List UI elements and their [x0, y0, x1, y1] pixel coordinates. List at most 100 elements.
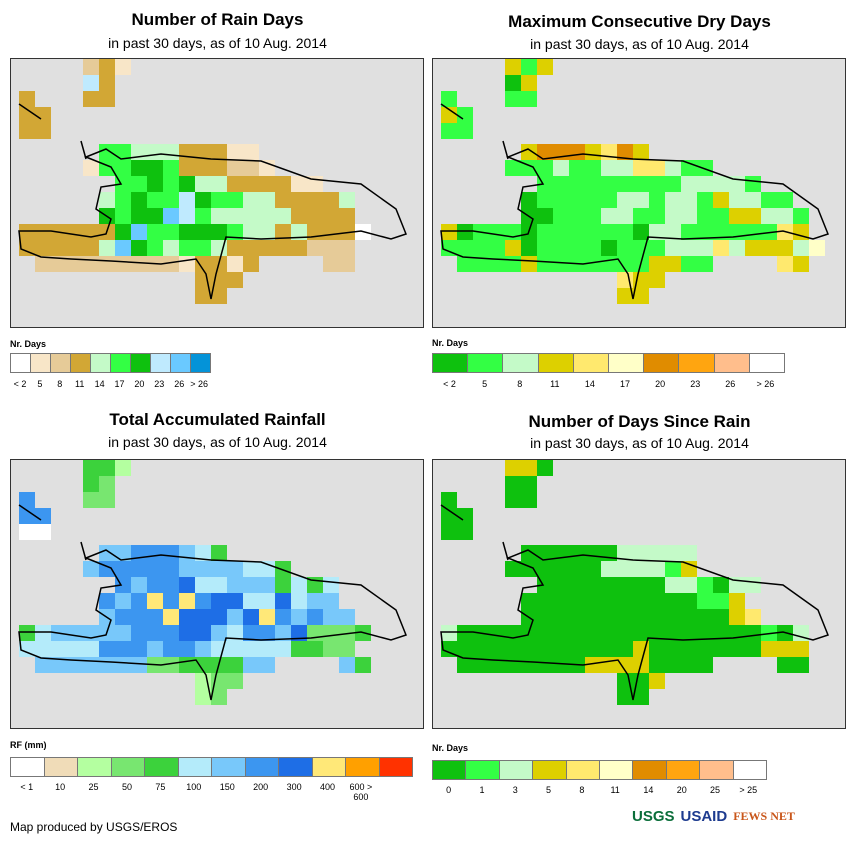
- legend-label: 8: [579, 785, 585, 795]
- grid-cell: [617, 689, 633, 705]
- grid-cell: [99, 144, 115, 160]
- map-title: Maximum Consecutive Dry Days: [508, 12, 771, 31]
- grid-cell: [521, 476, 537, 492]
- legend-bar: [432, 353, 785, 373]
- grid-cell: [537, 160, 553, 176]
- legend-label: 3: [512, 785, 518, 795]
- legend-swatch: [151, 354, 171, 372]
- grid-cell: [489, 641, 505, 657]
- grid-cell: [473, 657, 489, 673]
- usaid-logo: USAID: [680, 808, 728, 825]
- grid-cell: [211, 625, 227, 641]
- grid-cell: [457, 224, 473, 240]
- grid-cell: [649, 224, 665, 240]
- legend-title: Nr. Days: [432, 743, 469, 753]
- grid-cell: [227, 593, 243, 609]
- grid-cell: [227, 609, 243, 625]
- legend-swatch: [78, 758, 112, 776]
- grid-cell: [521, 492, 537, 508]
- legend-label: 14: [94, 379, 105, 389]
- grid-cell: [713, 641, 729, 657]
- legend-label: 1: [479, 785, 485, 795]
- grid-cell: [793, 256, 809, 272]
- legend-labels: < 1 10 25 50 75 100 150 200 300 400 600 > 600: [10, 782, 411, 802]
- grid-cell: [553, 609, 569, 625]
- grid-cell: [83, 59, 99, 75]
- grid-cell: [339, 192, 355, 208]
- legend-label: 17: [620, 379, 631, 389]
- legend-label: 5: [482, 379, 488, 389]
- grid-cell: [179, 176, 195, 192]
- grid-cell: [195, 176, 211, 192]
- grid-cell: [537, 593, 553, 609]
- grid-cell: [585, 208, 601, 224]
- legend-swatch: [468, 354, 504, 372]
- grid-cell: [259, 641, 275, 657]
- grid-cell: [291, 593, 307, 609]
- grid-cell: [681, 208, 697, 224]
- grid-cell: [665, 192, 681, 208]
- grid-cell: [617, 176, 633, 192]
- grid-cell: [179, 192, 195, 208]
- map-frame: [432, 58, 846, 328]
- grid-cell: [243, 224, 259, 240]
- legend-swatch: [433, 761, 467, 779]
- legend-swatch: [466, 761, 500, 779]
- grid-cell: [585, 657, 601, 673]
- grid-cell: [195, 657, 211, 673]
- grid-cell: [99, 91, 115, 107]
- legend-swatch: [71, 354, 91, 372]
- legend-label: 26: [725, 379, 736, 389]
- grid-cell: [259, 657, 275, 673]
- grid-cell: [227, 208, 243, 224]
- grid-cell: [601, 625, 617, 641]
- grid-cell: [553, 192, 569, 208]
- legend-swatch: [44, 758, 78, 776]
- grid-cell: [19, 641, 35, 657]
- legend-swatch: [573, 354, 610, 372]
- grid-cell: [537, 208, 553, 224]
- grid-cell: [195, 224, 211, 240]
- grid-cell: [275, 240, 291, 256]
- legend-bar: [10, 757, 413, 777]
- grid-cell: [553, 625, 569, 641]
- grid-cell: [633, 224, 649, 240]
- legend-label: 100: [186, 782, 202, 792]
- grid-cell: [259, 224, 275, 240]
- grid-cell: [243, 240, 259, 256]
- grid-cell: [339, 657, 355, 673]
- grid-cell: [585, 593, 601, 609]
- grid-cell: [697, 625, 713, 641]
- grid-cell: [211, 641, 227, 657]
- grid-cell: [601, 641, 617, 657]
- grid-cell: [19, 107, 35, 123]
- grid-cell: [131, 561, 147, 577]
- grid-cell: [505, 240, 521, 256]
- legend-label: 300: [286, 782, 302, 792]
- grid-cell: [307, 240, 323, 256]
- grid-cell: [537, 460, 553, 476]
- grid-cell: [243, 144, 259, 160]
- legend-title: Nr. Days: [10, 339, 47, 349]
- grid-cell: [521, 75, 537, 91]
- grid-cell: [131, 160, 147, 176]
- grid-cell: [537, 609, 553, 625]
- grid-cell: [601, 176, 617, 192]
- grid-cell: [99, 545, 115, 561]
- grid-cell: [83, 460, 99, 476]
- grid-cell: [195, 208, 211, 224]
- grid-cell: [99, 460, 115, 476]
- grid-cell: [115, 641, 131, 657]
- grid-cell: [115, 460, 131, 476]
- grid-cell: [569, 625, 585, 641]
- grid-cell: [505, 641, 521, 657]
- grid-cell: [633, 176, 649, 192]
- grid-cell: [195, 160, 211, 176]
- grid-cell: [131, 593, 147, 609]
- grid-cell: [537, 224, 553, 240]
- grid-cell: [441, 524, 457, 540]
- grid-cell: [179, 625, 195, 641]
- grid-cell: [211, 176, 227, 192]
- grid-cell: [489, 625, 505, 641]
- grid-cell: [633, 689, 649, 705]
